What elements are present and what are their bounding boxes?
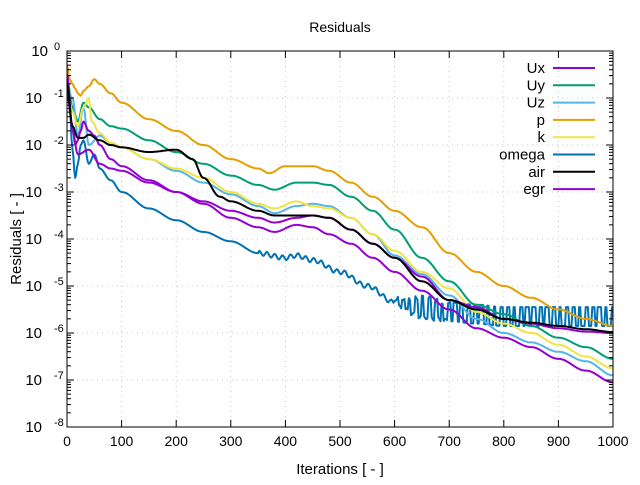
x-axis-label: Iterations [ - ] [296,461,384,478]
y-tick-exponent: -4 [54,229,64,241]
y-tick-exponent: 0 [54,41,60,53]
y-tick-label: 10 [25,184,42,201]
series-line-k [67,88,613,370]
axes [66,50,614,428]
legend-label-p: p [537,112,545,129]
y-tick-exponent: -3 [54,182,64,194]
grid [67,51,613,427]
x-tick-label: 1000 [597,433,628,449]
series-line-p [67,64,613,327]
legend-label-air: air [528,164,545,181]
x-tick-label: 900 [547,433,571,449]
chart-title: Residuals [309,19,370,35]
x-tick-labels: 0 100 200 300 400 500 600 700 800 900 1000 [63,433,629,449]
legend-label-k: k [538,129,546,146]
series-layer [67,64,613,384]
y-tick-label: 10 [25,137,42,154]
series-line-omega [67,79,613,327]
legend-label-egr: egr [523,181,545,198]
series-line-air [67,83,613,334]
series-line-egr [67,92,613,384]
y-tick-label: 10 [25,90,42,107]
y-tick-exponent: -8 [54,417,64,429]
y-tick-label: 10 [25,278,42,295]
legend-label-Ux: Ux [527,60,546,77]
plot-border [66,50,614,428]
y-tick-label: 10 [25,372,42,389]
x-tick-label: 700 [438,433,462,449]
x-tick-label: 200 [165,433,189,449]
y-tick-label: 10 [25,419,42,436]
x-tick-label: 600 [383,433,407,449]
y-tick-exponent: -7 [54,370,64,382]
legend-label-Uy: Uy [527,77,546,94]
legend-label-Uz: Uz [527,95,545,112]
x-tick-label: 400 [274,433,298,449]
y-tick-label: 10 [31,43,48,60]
x-tick-label: 0 [63,433,71,449]
x-tick-label: 800 [492,433,516,449]
y-tick-exponent: -1 [54,88,64,100]
legend-label-omega: omega [499,147,546,164]
y-tick-label: 10 [25,231,42,248]
y-tick-exponent: -2 [54,135,64,147]
y-tick-exponent: -5 [54,276,64,288]
y-tick-label: 10 [25,325,42,342]
y-tick-exponent: -6 [54,323,64,335]
x-tick-label: 100 [110,433,134,449]
x-tick-label: 500 [328,433,352,449]
y-tick-labels: 10 0 10 -1 10 -2 10 -3 10 -4 10 -5 10 -6 10 -7 10 -8 [25,41,63,436]
x-tick-label: 300 [219,433,243,449]
y-axis-label: Residuals [ - ] [8,193,25,285]
